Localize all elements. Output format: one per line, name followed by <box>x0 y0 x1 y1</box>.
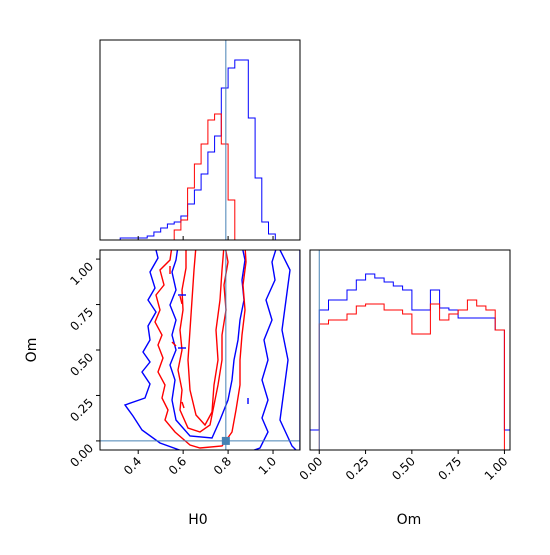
axis-labels: H0 Om Om <box>24 338 421 528</box>
om-hist-blue <box>309 273 511 450</box>
joint-ytick-label: 0.25 <box>67 396 96 425</box>
x-axis-label-om: Om <box>397 512 422 528</box>
contour-red-island <box>179 295 183 305</box>
joint-ytick-label: 1.00 <box>67 259 96 288</box>
joint-xtick-label: 1.0 <box>256 454 279 477</box>
contour-red-island <box>171 341 177 347</box>
om-histogram-panel: 0.00 0.25 0.50 0.75 1.00 <box>297 249 511 483</box>
om-xtick-label: 1.00 <box>482 454 511 483</box>
joint-xtick-label: 0.4 <box>121 454 144 477</box>
om-xtick-label: 0.75 <box>435 454 464 483</box>
truth-marker <box>221 436 230 445</box>
joint-ytick-label: 0.00 <box>67 441 96 470</box>
contour-blue-outer <box>123 250 300 450</box>
contour-red-outer <box>154 250 247 449</box>
joint-xtick-label: 0.8 <box>211 454 234 477</box>
om-xtick-label: 0.50 <box>389 454 418 483</box>
x-axis-label-h0: H0 <box>188 512 207 528</box>
om-frame <box>309 249 511 451</box>
contour-red-inner <box>187 250 225 427</box>
om-xtick-label: 0.00 <box>297 454 326 483</box>
y-axis-label-om: Om <box>24 338 40 363</box>
h0-hist-blue <box>119 59 289 241</box>
om-xtick-label: 0.25 <box>343 454 372 483</box>
h0-histogram-panel <box>99 39 301 241</box>
joint-ytick-label: 0.75 <box>67 305 96 334</box>
h0-hist-red <box>120 113 289 241</box>
om-hist-red <box>310 299 510 451</box>
joint-ytick-label: 0.50 <box>67 350 96 379</box>
contour-red-island <box>181 401 185 409</box>
joint-contours <box>123 250 300 450</box>
h0-frame <box>99 39 301 241</box>
joint-contour-panel: 0.4 0.6 0.8 1.0 0.00 0.25 0.50 0.75 1.00 <box>67 249 301 478</box>
joint-xtick-label: 0.6 <box>166 454 189 477</box>
